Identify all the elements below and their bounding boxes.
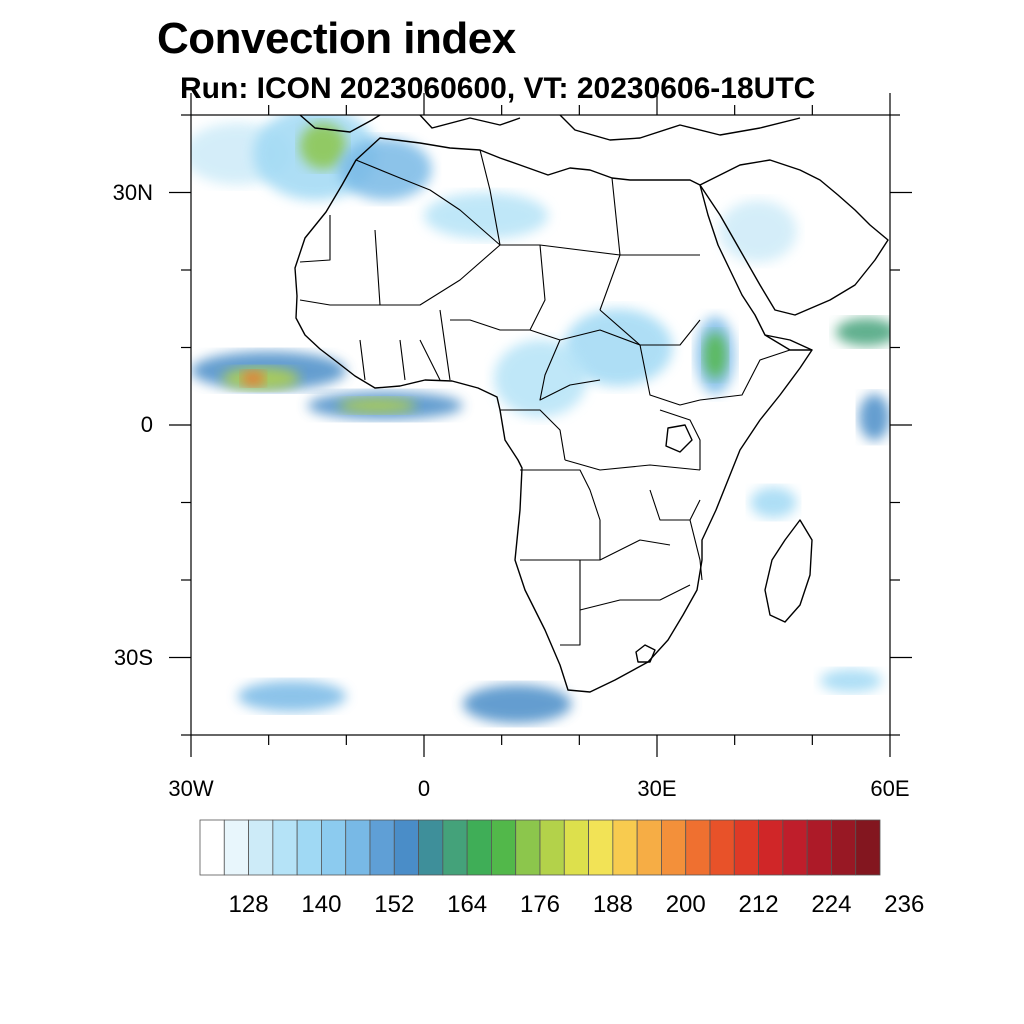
x-tick-label: 30W: [168, 776, 214, 801]
colorbar-label: 140: [301, 891, 341, 918]
colorbar-label: 176: [520, 891, 560, 918]
colorbar-label: 164: [447, 891, 487, 918]
colorbar-box: [321, 819, 347, 876]
colorbar-box: [272, 819, 298, 876]
colorbar-box: [248, 819, 274, 876]
convection-cell: [237, 680, 347, 712]
x-tick-label: 30E: [637, 776, 677, 801]
colorbar-box: [393, 819, 419, 876]
colorbar-box: [491, 819, 517, 876]
y-tick-label: 0: [140, 412, 153, 437]
colorbar-box: [369, 819, 395, 876]
lake-victoria: [665, 424, 693, 453]
arabia-coastline: [699, 159, 889, 316]
colorbar-boxes: [199, 819, 881, 876]
colorbar-label: 200: [666, 891, 706, 918]
convection-cell: [241, 370, 265, 387]
horn-coastline: [764, 334, 813, 351]
colorbar-box: [442, 819, 468, 876]
y-tick-label: 30S: [113, 644, 153, 670]
colorbar-box: [563, 819, 589, 876]
coastlines-layer: [294, 115, 889, 693]
convection-cell: [858, 394, 890, 441]
map-title: Convection index: [157, 14, 516, 63]
convection-cell: [493, 339, 588, 418]
colorbar-box: [199, 819, 225, 876]
colorbar-box: [661, 819, 687, 876]
colorbar-box: [782, 819, 808, 876]
europe-coastline: [299, 115, 801, 141]
convection-cell: [424, 192, 549, 239]
colorbar-label: 188: [593, 891, 633, 918]
convection-cell: [703, 332, 727, 379]
colorbar-label: 224: [811, 891, 851, 918]
axis-ticks: [169, 93, 912, 757]
x-tick-label: 0: [417, 776, 431, 801]
madagascar-coastline: [764, 519, 813, 623]
colorbar-box: [733, 819, 759, 876]
convection-cell: [462, 684, 572, 724]
convection-cell: [299, 122, 347, 170]
colorbar-box: [612, 819, 638, 876]
colorbar-box: [296, 819, 322, 876]
colorbar-box: [709, 819, 735, 876]
lesotho-border: [635, 644, 656, 663]
africa-coastline: [294, 137, 813, 693]
colorbar-label: 236: [884, 891, 924, 918]
colorbar-labels: 128 140 152 164 176 188 200 212 224 236: [229, 891, 925, 918]
colorbar-label: 128: [229, 891, 269, 918]
colorbar-box: [515, 819, 541, 876]
y-tick-label: 30N: [112, 179, 153, 205]
colorbar-box: [855, 819, 881, 876]
colorbar-box: [806, 819, 832, 876]
colorbar-box: [345, 819, 371, 876]
x-tick-label: 60E: [870, 776, 910, 801]
colorbar-box: [636, 819, 662, 876]
colorbar-box: [223, 819, 249, 876]
colorbar-box: [758, 819, 784, 876]
country-borders: [299, 149, 791, 646]
convection-cell: [820, 669, 883, 693]
colorbar-box: [685, 819, 711, 876]
colorbar-box: [418, 819, 444, 876]
colorbar-label: 212: [739, 891, 779, 918]
colorbar-box: [466, 819, 492, 876]
colorbar-box: [831, 819, 857, 876]
convection-cell: [563, 308, 673, 387]
colorbar-box: [588, 819, 614, 876]
convection-field-layer: [191, 115, 890, 724]
convection-cell: [835, 318, 890, 346]
convection-cell: [338, 397, 417, 414]
colorbar-label: 152: [374, 891, 414, 918]
colorbar-box: [539, 819, 565, 876]
map-subtitle: Run: ICON 2023060600, VT: 20230606-18UTC: [180, 72, 816, 105]
convection-cell: [750, 487, 797, 518]
